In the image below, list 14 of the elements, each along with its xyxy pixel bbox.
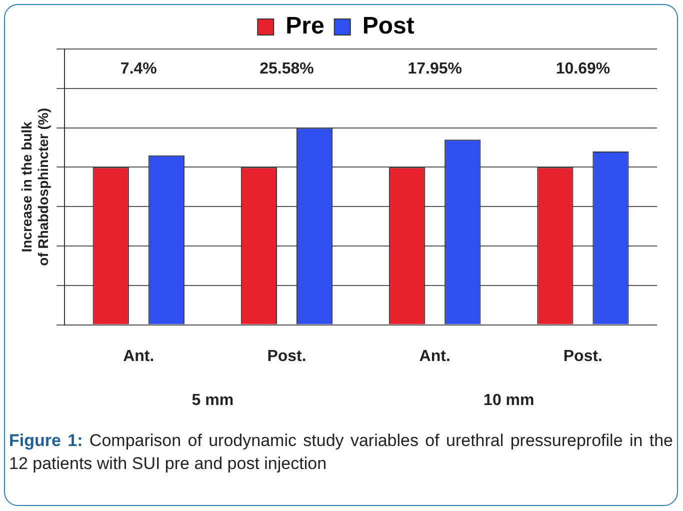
text: 25.58% <box>260 60 314 78</box>
text: 5 mm <box>192 392 234 409</box>
legend-label: Post <box>362 12 414 40</box>
text: 10.69% <box>556 60 610 78</box>
x-tick-label: Post. <box>267 348 306 365</box>
caption: Figure 1: Comparison of urodynamic study variables of urethral pressureprofile in the 12 patients with SUI pre and post injection <box>9 430 673 475</box>
text: 7.4% <box>120 60 157 78</box>
x-tick-label: Ant. <box>419 348 450 365</box>
x-tick-label: Post. <box>563 348 603 365</box>
text: 17.95% <box>408 60 462 78</box>
text: 10 mm <box>484 392 534 409</box>
legend-label: Pre <box>286 12 324 40</box>
x-tick-label: Ant. <box>123 348 154 365</box>
y-axis-title: Increase in the bulk of Rhabdosphincter (%) <box>18 108 52 266</box>
